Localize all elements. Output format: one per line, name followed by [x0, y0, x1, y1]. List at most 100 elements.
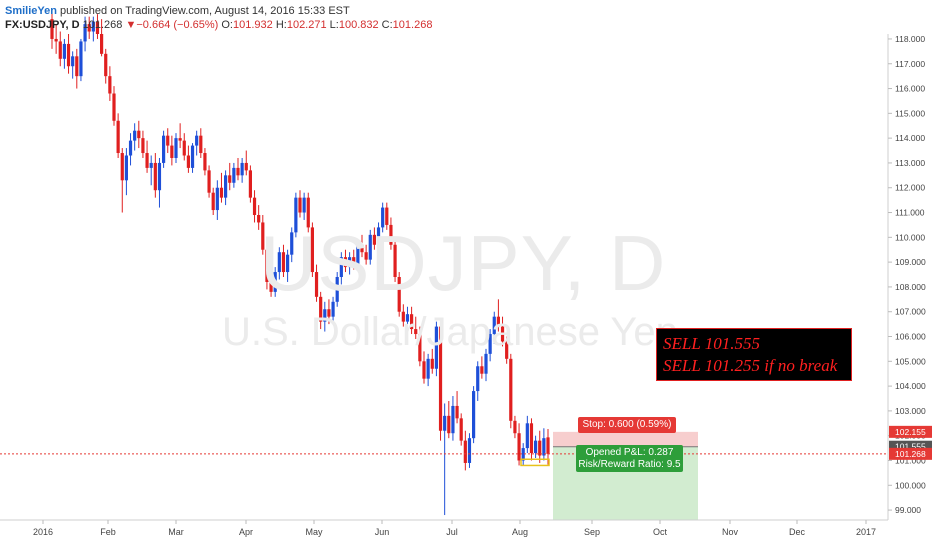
candle-body — [128, 140, 133, 156]
candle-body — [207, 170, 211, 193]
candle-body — [513, 420, 517, 434]
candle-body — [199, 135, 203, 154]
candle-body — [174, 138, 178, 158]
candle-body — [376, 227, 381, 245]
candle-body — [95, 21, 100, 34]
candle-body — [261, 222, 265, 250]
price-label-box — [889, 425, 932, 438]
publish-line: SmilieYen published on TradingView.com, … — [5, 5, 350, 17]
candle-body — [306, 197, 310, 228]
candle-body — [137, 130, 141, 139]
symbol-label[interactable]: FX:USDJPY, D — [5, 19, 80, 31]
stop-label[interactable]: Stop: 0.600 (0.59%) — [578, 417, 676, 433]
candle-body — [509, 358, 513, 421]
candle-body — [389, 224, 393, 245]
annotation-line-2: SELL 101.255 if no break — [663, 356, 838, 375]
candle-body — [58, 41, 62, 59]
x-tick-label: 2016 — [33, 527, 53, 537]
y-tick-label: 101.000 — [895, 455, 926, 465]
candle-body — [71, 56, 75, 67]
candle-body — [124, 155, 128, 181]
candle-body — [162, 135, 166, 163]
y-tick-label: 112.000 — [895, 183, 925, 193]
x-tick-label: 2017 — [856, 527, 876, 537]
candle-body — [269, 281, 273, 292]
candle-body — [203, 153, 207, 171]
candle-body — [302, 197, 306, 213]
y-tick-label: 108.000 — [895, 282, 926, 292]
candle-body — [426, 358, 430, 379]
x-tick-label: Sep — [584, 527, 600, 537]
candle-body — [224, 175, 228, 198]
candle-body — [542, 438, 546, 456]
candle-body — [348, 257, 352, 268]
y-tick-label: 113.000 — [895, 158, 925, 168]
candle-body — [496, 316, 500, 327]
x-tick-label: Feb — [100, 527, 116, 537]
y-tick-label: 115.000 — [895, 108, 925, 118]
candle-body — [397, 277, 401, 312]
candle-body — [430, 358, 434, 369]
y-tick-label: 104.000 — [895, 381, 926, 391]
stop-loss-zone — [553, 431, 698, 447]
candle-body — [546, 437, 550, 454]
candle-body — [178, 138, 182, 141]
candle-body — [240, 162, 244, 176]
candle-body — [66, 43, 71, 67]
opened-pnl: Opened P&L: 0.287 — [585, 447, 674, 458]
candle-body — [447, 415, 451, 434]
candle-body — [286, 254, 290, 273]
candle-body — [100, 34, 104, 54]
candle-body — [521, 448, 525, 461]
y-tick-label: 100.000 — [895, 480, 926, 490]
candle-body — [79, 41, 83, 77]
y-tick-label: 118.000 — [895, 34, 925, 44]
x-tick-label: Apr — [239, 527, 253, 537]
y-tick-label: 105.000 — [895, 356, 926, 366]
candle-body — [252, 197, 257, 216]
candle-body — [472, 391, 476, 439]
y-tick-label: 110.000 — [895, 232, 925, 242]
high-label: H: — [275, 19, 287, 31]
candle-body — [182, 140, 186, 156]
author-name[interactable]: SmilieYen — [5, 5, 57, 17]
candle-body — [273, 272, 277, 292]
candle-body — [393, 244, 397, 277]
candle-body — [244, 162, 248, 171]
y-tick-label: 103.000 — [895, 406, 926, 416]
candle-body — [525, 423, 529, 449]
publish-info: published on TradingView.com, August 14,… — [60, 5, 350, 17]
candle-body — [319, 296, 323, 322]
candle-body — [451, 405, 455, 434]
candle-body — [116, 120, 120, 154]
price-label: 102.155 — [895, 427, 926, 437]
candle-body — [385, 207, 389, 225]
x-tick-label: May — [305, 527, 323, 537]
candle-body — [372, 234, 376, 245]
candle-body — [219, 187, 224, 198]
x-tick-label: Aug — [512, 527, 528, 537]
open-label: O: — [221, 19, 233, 31]
candle-body — [277, 252, 281, 273]
candle-body — [157, 162, 162, 191]
candle-body — [414, 329, 418, 335]
candle-body — [153, 162, 157, 191]
candle-body — [360, 244, 364, 253]
candle-body — [298, 197, 302, 213]
candle-body — [401, 311, 405, 322]
y-tick-label: 114.000 — [895, 133, 925, 143]
candle-body — [211, 192, 215, 211]
candle-body — [50, 19, 54, 39]
candle-body — [405, 314, 410, 322]
candle-body — [195, 135, 199, 146]
candle-body — [248, 170, 252, 198]
pnl-box[interactable]: Opened P&L: 0.287 Risk/Reward Ratio: 9.5 — [576, 445, 683, 472]
candle-body — [480, 366, 484, 374]
candle-body — [310, 227, 314, 273]
candle-body — [91, 21, 95, 32]
close-value: 101.268 — [392, 19, 433, 31]
open-value: 101.932 — [233, 19, 273, 31]
candle-body — [265, 249, 269, 282]
sell-annotation[interactable]: SELL 101.555 SELL 101.255 if no break — [656, 328, 852, 381]
